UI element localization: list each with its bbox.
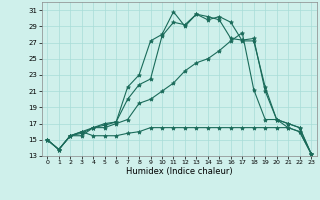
X-axis label: Humidex (Indice chaleur): Humidex (Indice chaleur) xyxy=(126,167,233,176)
